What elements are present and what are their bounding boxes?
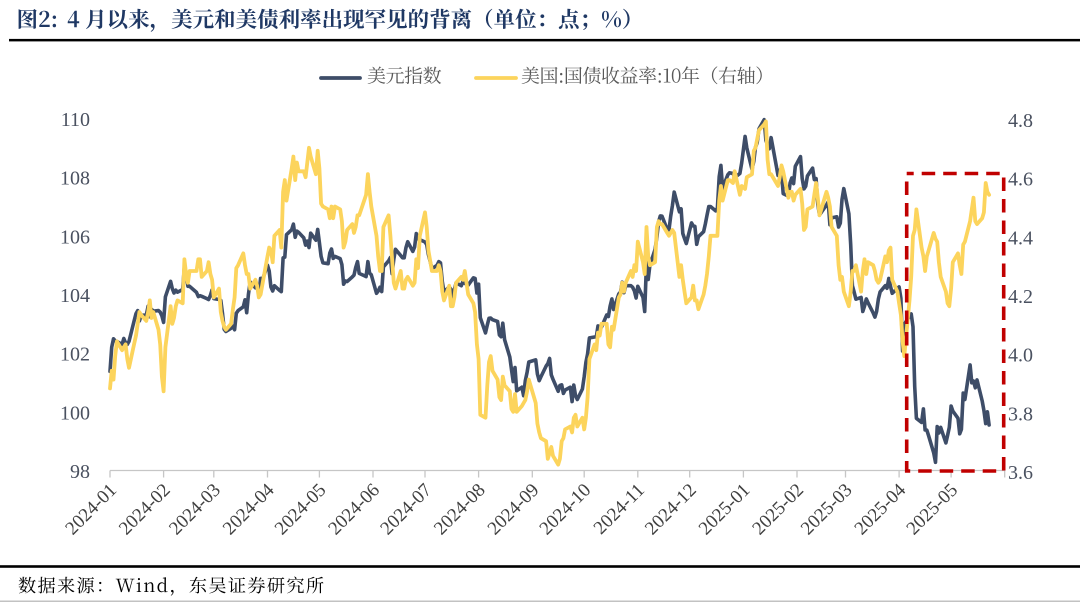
svg-text:104: 104 <box>60 285 90 307</box>
svg-text:4.2: 4.2 <box>1008 286 1033 308</box>
svg-text:3.6: 3.6 <box>1008 462 1033 484</box>
svg-text:110: 110 <box>61 109 90 131</box>
svg-text:100: 100 <box>60 402 90 424</box>
svg-text:4.4: 4.4 <box>1008 227 1033 249</box>
svg-text:102: 102 <box>60 344 90 366</box>
svg-text:98: 98 <box>70 461 90 483</box>
svg-text:106: 106 <box>60 226 90 248</box>
svg-text:108: 108 <box>60 168 90 190</box>
svg-text:4.8: 4.8 <box>1008 110 1033 132</box>
svg-text:3.8: 3.8 <box>1008 403 1033 425</box>
svg-text:4.6: 4.6 <box>1008 169 1033 191</box>
svg-text:4.0: 4.0 <box>1008 345 1033 367</box>
